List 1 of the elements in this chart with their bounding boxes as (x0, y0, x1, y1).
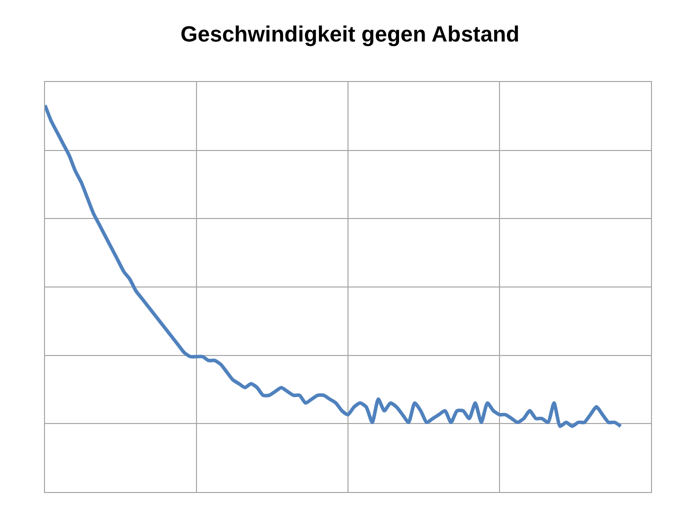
chart-title: Geschwindigkeit gegen Abstand (180, 22, 520, 47)
